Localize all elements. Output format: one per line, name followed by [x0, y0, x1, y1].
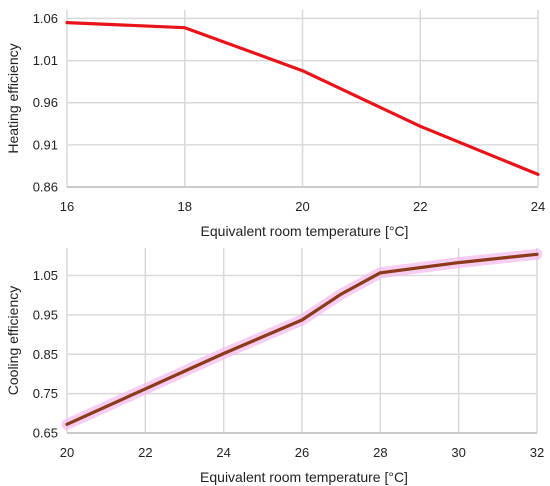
cooling-y-tick-0.95: 0.95 [33, 307, 58, 322]
heating-y-axis-title: Heating efficiency [5, 43, 21, 153]
heating-series-0-line [65, 21, 540, 176]
cooling-x-tick-26: 26 [295, 445, 309, 460]
cooling-series-0-line [65, 252, 539, 426]
heating-y-tick-1.01: 1.01 [33, 53, 58, 68]
cooling-x-axis-title: Equivalent room temperature [°C] [200, 469, 408, 485]
cooling-y-axis-title: Cooling efficiency [5, 286, 21, 395]
heating-y-tick-0.86: 0.86 [33, 180, 58, 195]
cooling-x-tick-30: 30 [451, 445, 465, 460]
cooling-y-tick-1.05: 1.05 [33, 268, 58, 283]
heating-y-tick-1.06: 1.06 [33, 11, 58, 26]
cooling-x-tick-32: 32 [530, 445, 544, 460]
heating-x-tick-16: 16 [60, 199, 74, 214]
heating-chart: 16 18 20 22 24 0.86 0.91 0.96 1.01 1.06 Equivalent… [5, 10, 545, 239]
cooling-y-tick-0.65: 0.65 [33, 426, 58, 441]
heating-x-tick-22: 22 [413, 199, 427, 214]
cooling-x-tick-20: 20 [60, 445, 74, 460]
heating-x-tick-18: 18 [178, 199, 192, 214]
heating-y-tick-0.96: 0.96 [33, 95, 58, 110]
cooling-x-tick-24: 24 [216, 445, 230, 460]
cooling-chart: 20 22 24 26 28 30 32 0.65 0.75 0.85 0.95 1.05 Equiva… [5, 248, 544, 485]
heating-x-tick-20: 20 [295, 199, 309, 214]
cooling-x-tick-22: 22 [138, 445, 152, 460]
heating-y-tick-0.91: 0.91 [33, 137, 58, 152]
heating-x-tick-24: 24 [531, 199, 545, 214]
cooling-y-tick-0.85: 0.85 [33, 347, 58, 362]
cooling-x-tick-28: 28 [373, 445, 387, 460]
heating-x-axis-title: Equivalent room temperature [°C] [201, 223, 409, 239]
cooling-y-tick-0.75: 0.75 [33, 386, 58, 401]
